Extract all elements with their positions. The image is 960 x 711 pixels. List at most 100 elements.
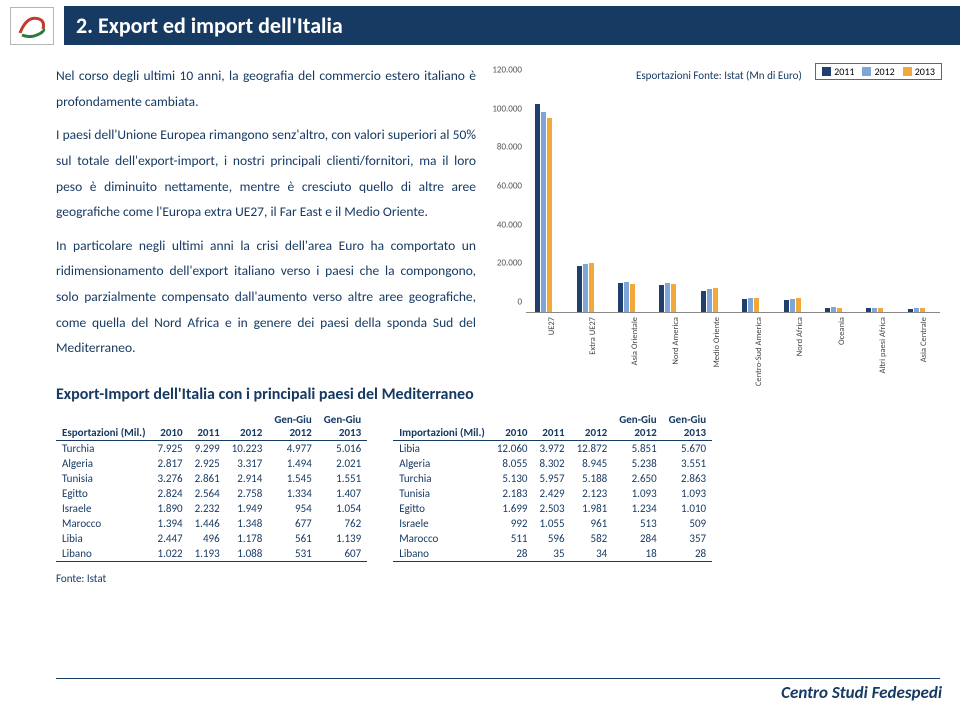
bar bbox=[748, 298, 753, 312]
table-cell: 561 bbox=[268, 531, 317, 546]
table-cell: 596 bbox=[534, 531, 571, 546]
bar-group bbox=[866, 308, 883, 312]
footer-rule bbox=[56, 678, 940, 679]
bar bbox=[707, 289, 712, 312]
table-cell: Egitto bbox=[56, 486, 152, 501]
col-header: Esportazioni (Mil.) bbox=[56, 412, 152, 441]
table-row: Turchia7.9259.29910.2234.9775.016 bbox=[56, 441, 367, 457]
table-row: Israele1.8902.2321.9499541.054 bbox=[56, 501, 367, 516]
table-cell: 28 bbox=[663, 546, 712, 562]
table-cell: 1.348 bbox=[226, 516, 269, 531]
x-tick-label: Altri paesi Africa bbox=[878, 317, 888, 374]
table-row: Egitto1.6992.5031.9811.2341.010 bbox=[393, 501, 712, 516]
table-cell: 1.545 bbox=[268, 471, 317, 486]
bar-group bbox=[535, 104, 552, 312]
plot-area bbox=[526, 81, 940, 313]
col-header: 2011 bbox=[189, 412, 226, 441]
table-cell: 1.010 bbox=[663, 501, 712, 516]
x-tick-label: Oceania bbox=[837, 317, 847, 345]
table-cell: 992 bbox=[491, 516, 534, 531]
table-cell: 1.407 bbox=[318, 486, 367, 501]
table-cell: 2.817 bbox=[152, 456, 189, 471]
table-cell: 1.699 bbox=[491, 501, 534, 516]
table-cell: 1.890 bbox=[152, 501, 189, 516]
bar bbox=[535, 104, 540, 312]
bar bbox=[577, 266, 582, 312]
bar bbox=[589, 263, 594, 312]
bar-group bbox=[825, 307, 842, 312]
table-cell: Libia bbox=[393, 441, 491, 457]
table-cell: 5.188 bbox=[571, 471, 614, 486]
x-tick-label: Centro-Sud America bbox=[754, 317, 764, 386]
table-row: Israele9921.055961513509 bbox=[393, 516, 712, 531]
bar bbox=[866, 308, 871, 312]
col-header: 2010 bbox=[152, 412, 189, 441]
table-row: Libia2.4474961.1785611.139 bbox=[56, 531, 367, 546]
bar bbox=[920, 308, 925, 312]
table-cell: 5.670 bbox=[663, 441, 712, 457]
table-cell: 12.872 bbox=[571, 441, 614, 457]
paragraph: I paesi dell'Unione Europea rimangono se… bbox=[56, 122, 476, 225]
y-axis: 020.00040.00060.00080.000100.000120.000 bbox=[486, 81, 524, 313]
bar bbox=[831, 307, 836, 312]
bar bbox=[618, 283, 623, 312]
content-row: Nel corso degli ultimi 10 anni, la geogr… bbox=[0, 45, 960, 369]
import-table: Importazioni (Mil.)201020112012Gen-Giu20… bbox=[393, 412, 712, 562]
bar bbox=[541, 112, 546, 312]
table-cell: 2.650 bbox=[613, 471, 662, 486]
bar bbox=[665, 283, 670, 312]
table-cell: 2.183 bbox=[491, 486, 534, 501]
x-tick-label: Nord Africa bbox=[795, 317, 805, 356]
bar bbox=[583, 264, 588, 312]
table-cell: 513 bbox=[613, 516, 662, 531]
bar-group bbox=[701, 288, 718, 312]
table-cell: 7.925 bbox=[152, 441, 189, 457]
table-cell: 5.130 bbox=[491, 471, 534, 486]
table-cell: 5.851 bbox=[613, 441, 662, 457]
table-cell: 1.054 bbox=[318, 501, 367, 516]
table-cell: 3.972 bbox=[534, 441, 571, 457]
table-cell: Marocco bbox=[393, 531, 491, 546]
table-cell: 1.551 bbox=[318, 471, 367, 486]
table-cell: Libia bbox=[56, 531, 152, 546]
x-tick-label: Medio Oriente bbox=[712, 317, 722, 367]
tables-section: Export-Import dell'Italia con i principa… bbox=[0, 369, 960, 562]
table-row: Marocco511596582284357 bbox=[393, 531, 712, 546]
paragraph: In particolare negli ultimi anni la cris… bbox=[56, 233, 476, 361]
table-cell: 12.060 bbox=[491, 441, 534, 457]
table-cell: 496 bbox=[189, 531, 226, 546]
table-cell: 1.334 bbox=[268, 486, 317, 501]
bar bbox=[878, 308, 883, 312]
table-cell: 2.123 bbox=[571, 486, 614, 501]
bar bbox=[659, 285, 664, 312]
table-cell: 1.093 bbox=[663, 486, 712, 501]
table-cell: 762 bbox=[318, 516, 367, 531]
table-cell: 28 bbox=[491, 546, 534, 562]
table-row: Egitto2.8242.5642.7581.3341.407 bbox=[56, 486, 367, 501]
table-cell: 4.977 bbox=[268, 441, 317, 457]
table-cell: 1.022 bbox=[152, 546, 189, 562]
table-cell: 3.551 bbox=[663, 456, 712, 471]
table-cell: Libano bbox=[56, 546, 152, 562]
table-cell: Egitto bbox=[393, 501, 491, 516]
table-cell: Israele bbox=[393, 516, 491, 531]
table-cell: 5.238 bbox=[613, 456, 662, 471]
bar bbox=[784, 300, 789, 312]
bar bbox=[790, 299, 795, 312]
bar-group bbox=[908, 308, 925, 312]
table-cell: 2.824 bbox=[152, 486, 189, 501]
table-cell: 3.317 bbox=[226, 456, 269, 471]
table-cell: 34 bbox=[571, 546, 614, 562]
table-cell: 2.758 bbox=[226, 486, 269, 501]
x-tick-label: Asia Orientale bbox=[630, 317, 640, 365]
table-row: Algeria8.0558.3028.9455.2383.551 bbox=[393, 456, 712, 471]
page-title: 2. Export ed import dell'Italia bbox=[64, 6, 960, 45]
bar-group bbox=[618, 282, 635, 312]
table-cell: 2.863 bbox=[663, 471, 712, 486]
bar bbox=[624, 282, 629, 312]
table-cell: 8.055 bbox=[491, 456, 534, 471]
table-cell: Israele bbox=[56, 501, 152, 516]
bar bbox=[742, 299, 747, 312]
table-cell: 2.564 bbox=[189, 486, 226, 501]
table-cell: 1.178 bbox=[226, 531, 269, 546]
